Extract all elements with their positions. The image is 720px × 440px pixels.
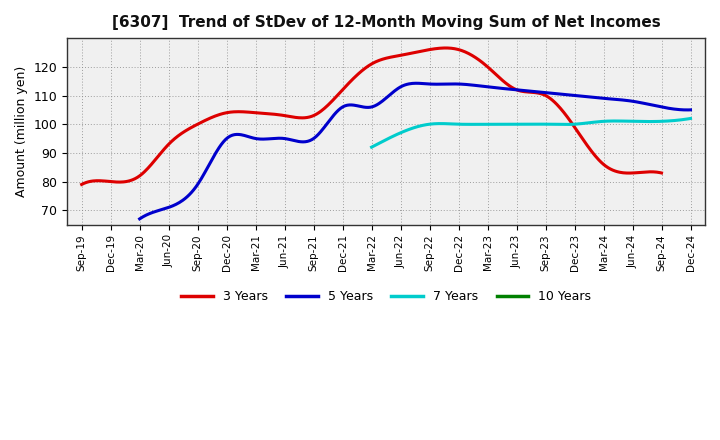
Y-axis label: Amount (million yen): Amount (million yen) <box>15 66 28 197</box>
Title: [6307]  Trend of StDev of 12-Month Moving Sum of Net Incomes: [6307] Trend of StDev of 12-Month Moving… <box>112 15 660 30</box>
Legend: 3 Years, 5 Years, 7 Years, 10 Years: 3 Years, 5 Years, 7 Years, 10 Years <box>176 285 596 308</box>
